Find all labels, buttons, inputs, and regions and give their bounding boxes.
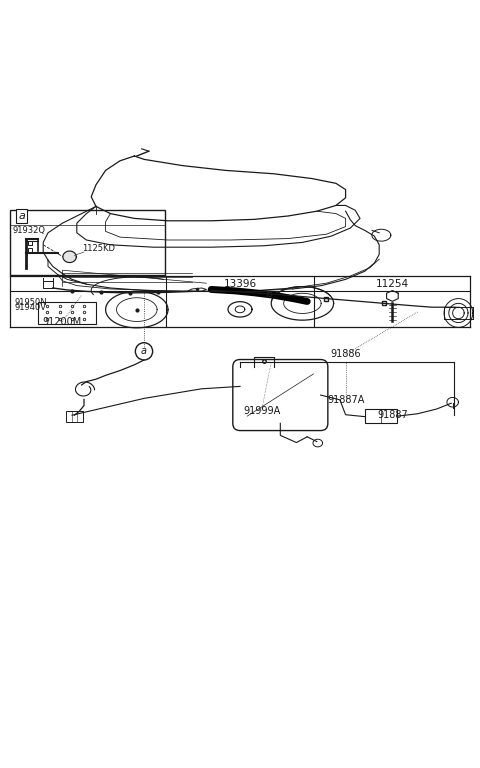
Text: a: a xyxy=(141,346,147,356)
Text: 91999A: 91999A xyxy=(243,406,280,415)
Text: 91886: 91886 xyxy=(330,349,361,359)
Text: 91940V: 91940V xyxy=(14,303,47,313)
Text: 13396: 13396 xyxy=(223,279,257,289)
Text: 91932Q: 91932Q xyxy=(12,226,45,235)
Text: a: a xyxy=(18,211,25,221)
Text: 91887: 91887 xyxy=(377,409,408,419)
Polygon shape xyxy=(63,251,76,263)
Text: 91950N: 91950N xyxy=(14,298,47,306)
Text: 1125KD: 1125KD xyxy=(82,243,115,253)
Text: 91200M: 91200M xyxy=(43,317,82,327)
Text: 91887A: 91887A xyxy=(327,396,364,406)
Text: 11254: 11254 xyxy=(376,279,409,289)
